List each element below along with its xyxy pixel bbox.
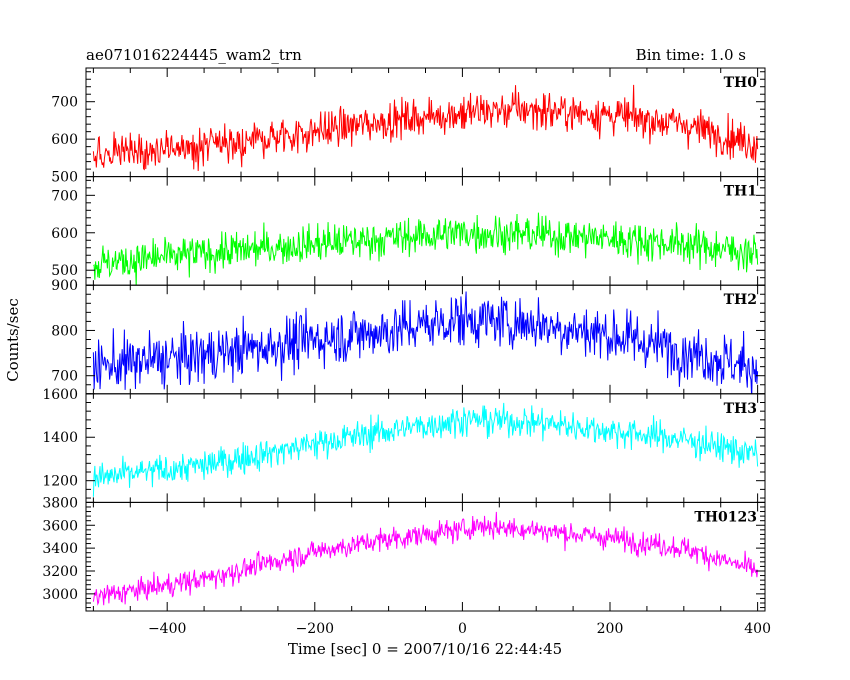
y-tick-label: 1200 xyxy=(42,474,78,490)
y-axis-title: Counts/sec xyxy=(4,298,22,382)
series-th1-line xyxy=(93,212,759,286)
x-tick-label: 400 xyxy=(744,621,771,637)
y-tick-label: 500 xyxy=(51,263,78,279)
x-tick-label: 0 xyxy=(458,621,467,637)
series-th0-line xyxy=(92,84,759,171)
y-tick-label: 700 xyxy=(51,95,78,111)
x-tick-label: −400 xyxy=(148,621,186,637)
y-tick-label: 3000 xyxy=(42,587,78,603)
series-th0123-line xyxy=(92,511,759,606)
bin-time-label: Bin time: 1.0 s xyxy=(636,46,746,64)
y-tick-label: 600 xyxy=(51,132,78,148)
y-tick-label: 600 xyxy=(51,226,78,242)
y-tick-label: 700 xyxy=(51,188,78,204)
y-tick-label: 3800 xyxy=(42,495,78,511)
panel-label: TH3 xyxy=(724,401,757,417)
panel-frame xyxy=(85,176,766,286)
y-tick-label: 500 xyxy=(51,170,78,186)
x-tick-label: −200 xyxy=(296,621,334,637)
panel-frame xyxy=(85,501,766,612)
y-tick-label: 3600 xyxy=(42,518,78,534)
panel-label: TH0123 xyxy=(694,509,757,525)
y-tick-label: 1400 xyxy=(42,430,78,446)
x-axis-title: Time [sec] 0 = 2007/10/16 22:44:45 xyxy=(288,640,562,658)
series-th2-line xyxy=(92,291,759,394)
panels-group: 500 600 700 TH0 500 600 700 TH1 700 800 900 TH2 1200… xyxy=(42,67,771,637)
y-tick-label: 900 xyxy=(51,278,78,294)
panel-th1: 500 600 700 TH1 xyxy=(51,176,766,286)
y-tick-label: 3400 xyxy=(42,541,78,557)
chart-title: ae071016224445_wam2_trn xyxy=(86,46,302,64)
y-tick-label: 800 xyxy=(51,323,78,339)
panel-th2: 700 800 900 TH2 xyxy=(51,278,766,395)
x-tick-label: 200 xyxy=(597,621,624,637)
panel-th0: 500 600 700 TH0 xyxy=(51,67,766,186)
panel-label: TH1 xyxy=(724,184,757,200)
y-tick-label: 3200 xyxy=(42,564,78,580)
y-tick-label: 1600 xyxy=(42,387,78,403)
panel-th3: 1200 1400 1600 TH3 xyxy=(42,387,766,503)
panel-label: TH0 xyxy=(724,75,758,91)
series-th3-line xyxy=(92,402,759,497)
panel-label: TH2 xyxy=(724,292,757,308)
y-tick-label: 700 xyxy=(51,369,78,385)
panel-th0123: 3000 3200 3400 3600 3800 TH0123 xyxy=(42,495,766,612)
